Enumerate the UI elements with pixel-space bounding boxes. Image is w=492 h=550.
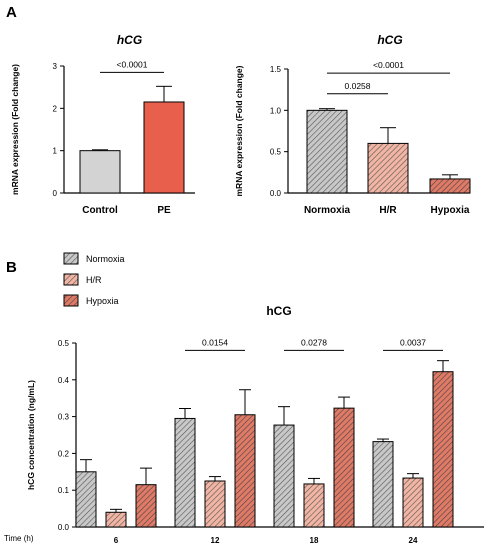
y-tick-label: 0.0 (270, 189, 282, 198)
bar-normoxia (306, 109, 348, 194)
chart-a1-hcg-control-pe: 0 1 2 3 mRNA expression (Fold change) hCG Cont… (10, 33, 195, 216)
p-value-label: 0.0037 (400, 337, 426, 347)
y-tick-label: 0.0 (58, 523, 70, 532)
p-value-label: 0.0154 (202, 337, 228, 347)
bar-hypoxia (432, 371, 454, 528)
bar-hr (303, 483, 325, 528)
y-tick-label: 0 (53, 189, 58, 198)
bar-normoxia (174, 417, 196, 528)
x-category-label: PE (157, 205, 171, 216)
y-tick-label: 1.0 (270, 106, 282, 115)
bar-hr (367, 142, 409, 194)
bar-hypoxia (333, 407, 355, 528)
legend-swatch-hypoxia (63, 294, 79, 307)
panel-label-b: B (6, 259, 17, 276)
x-category-label: 12 (211, 536, 220, 545)
legend-swatch-normoxia (63, 252, 79, 265)
x-category-label: 24 (409, 536, 418, 545)
x-category-label: Hypoxia (431, 205, 470, 216)
bar-normoxia (372, 441, 394, 528)
x-category-label: H/R (379, 205, 397, 216)
y-tick-label: 3 (53, 62, 58, 71)
p-value-label: <0.0001 (373, 60, 404, 70)
legend-label: H/R (86, 275, 102, 285)
y-tick-label: 2 (53, 104, 58, 113)
y-tick-label: 1 (53, 147, 58, 156)
legend-label: Normoxia (86, 254, 125, 264)
chart-title: hCG (117, 33, 142, 47)
p-value-label: 0.0278 (301, 337, 327, 347)
chart-title: hCG (266, 304, 291, 318)
bar-hr (204, 480, 226, 528)
bar-pe (143, 101, 185, 194)
y-axis-label: mRNA expression (Fold change) (10, 64, 20, 195)
y-tick-label: 0.3 (58, 413, 70, 422)
chart-b-hcg-time-course: 0.0 0.1 0.2 0.3 0.4 0.5 hCG concentration (ng/… (4, 252, 484, 545)
x-category-label: 18 (310, 536, 319, 545)
bar-normoxia (273, 424, 295, 528)
legend-swatch-hr (63, 273, 79, 286)
p-value-label: <0.0001 (117, 59, 148, 69)
y-tick-label: 0.5 (270, 148, 282, 157)
bar-control (79, 150, 121, 194)
y-tick-label: 0.4 (58, 376, 70, 385)
chart-title: hCG (377, 33, 402, 47)
bar-hr (105, 511, 127, 528)
panel-label-a: A (6, 4, 17, 21)
x-category-label: Control (82, 205, 118, 216)
p-value-label: 0.0258 (345, 81, 371, 91)
y-tick-label: 0.2 (58, 449, 70, 458)
y-tick-label: 1.5 (270, 65, 282, 74)
x-category-label: 6 (114, 536, 119, 545)
y-axis-label: mRNA expression (Fold change) (234, 65, 244, 196)
x-axis-label: Time (h) (4, 534, 34, 543)
bar-normoxia (75, 471, 97, 528)
y-tick-label: 0.1 (58, 486, 70, 495)
x-category-label: Normoxia (304, 205, 351, 216)
bar-hypoxia (234, 414, 256, 528)
legend-label: Hypoxia (86, 296, 119, 306)
bar-hypoxia (135, 484, 157, 528)
bar-hr (402, 477, 424, 528)
y-tick-label: 0.5 (58, 339, 70, 348)
y-axis-label: hCG concentration (ng/mL) (26, 380, 36, 490)
chart-a2-hcg-oxygen-conditions: 0.0 0.5 1.0 1.5 mRNA expression (Fold change… (234, 33, 471, 216)
bar-hypoxia (429, 178, 471, 194)
